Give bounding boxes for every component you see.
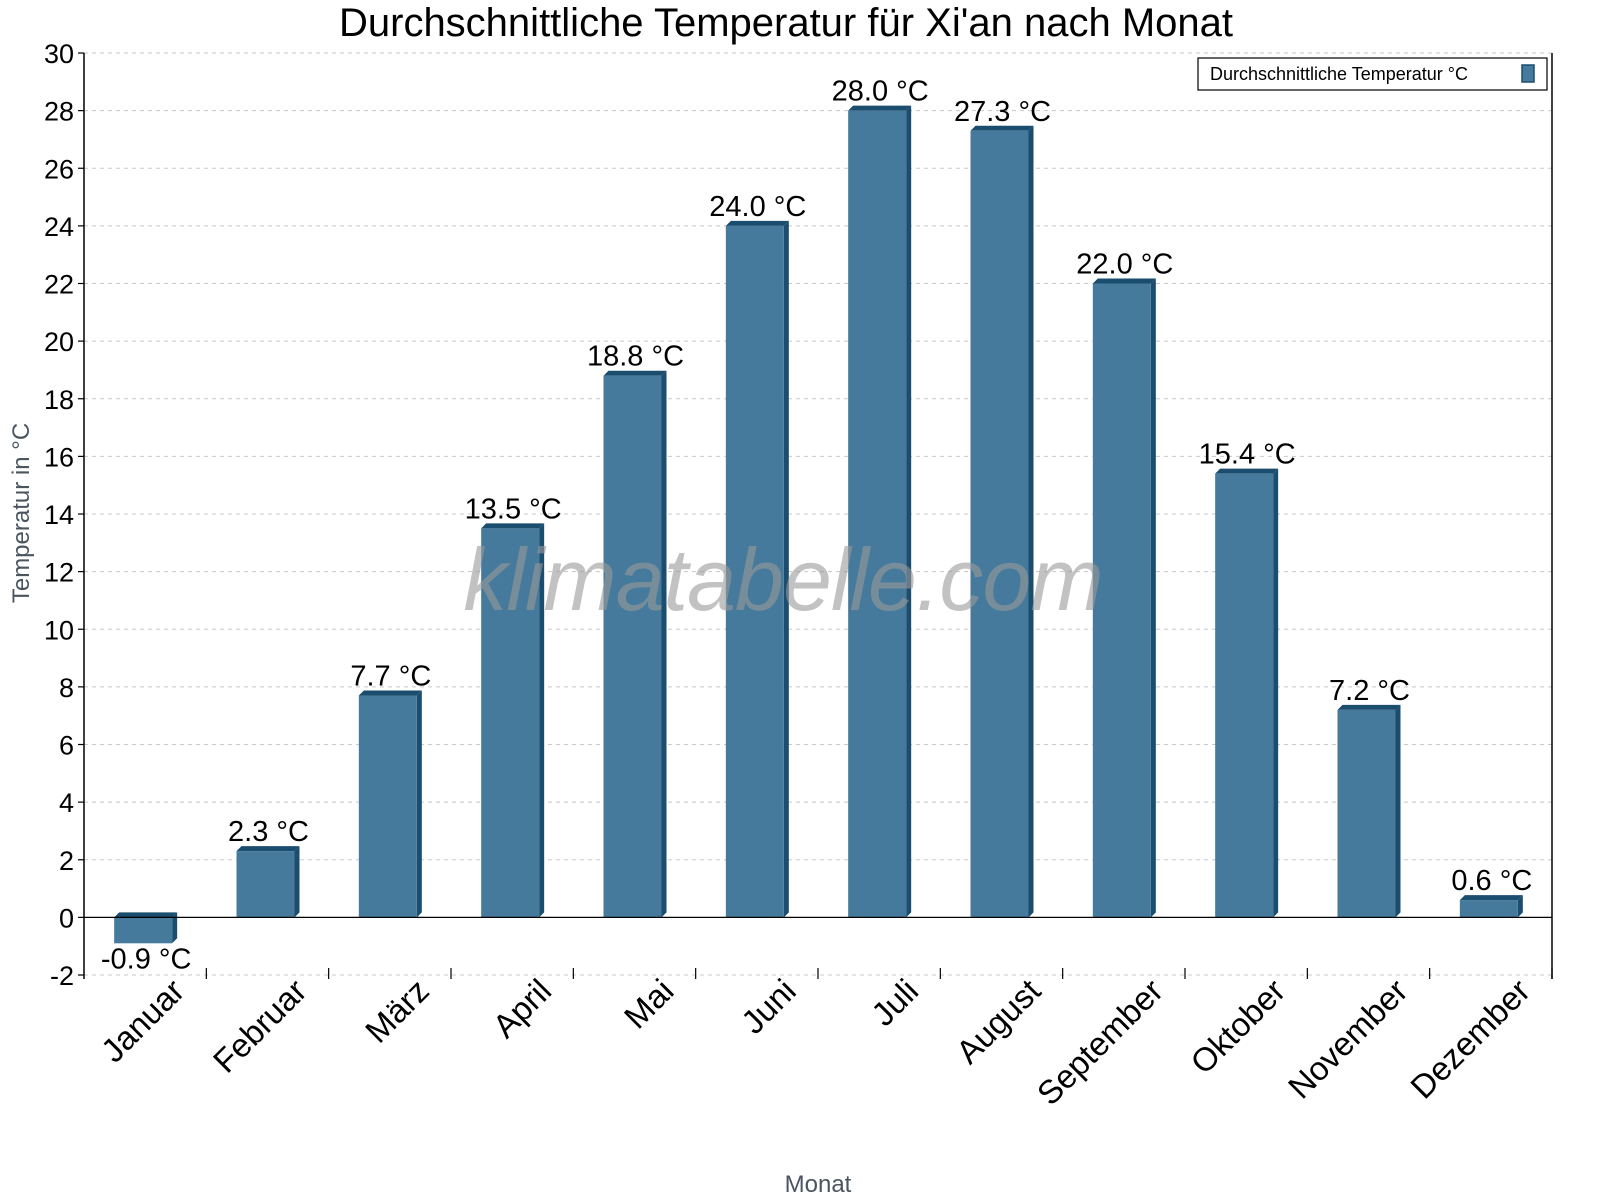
y-tick-label: 18	[44, 385, 74, 415]
value-labels: -0.9 °C 2.3 °C 7.7 °C 13.5 °C 18.8 °C 24.0 °C…	[101, 76, 1532, 976]
value-label: 7.7 °C	[350, 661, 431, 693]
x-tick-label: März	[358, 972, 436, 1050]
value-label: 15.4 °C	[1199, 439, 1296, 471]
y-tick-label: 14	[44, 500, 74, 530]
y-tick-label: 4	[59, 788, 74, 818]
bar-august	[970, 125, 1034, 918]
y-tick-label: 30	[44, 39, 74, 69]
value-label: 27.3 °C	[954, 96, 1051, 128]
value-label: 18.8 °C	[587, 341, 684, 373]
x-axis-ticks: Januar Februar März April Mai Juni Juli AugustS…	[94, 968, 1553, 1112]
y-tick-label: 26	[44, 154, 74, 184]
bar-april	[481, 523, 545, 918]
watermark: klimatabelle.com	[463, 530, 1102, 629]
y-axis-title: Temperatur in °C	[8, 423, 35, 603]
bar-juli	[848, 105, 912, 918]
x-tick-label: August	[949, 972, 1048, 1071]
x-tick-label: Februar	[206, 972, 314, 1080]
value-label: 24.0 °C	[709, 191, 806, 223]
value-label: 28.0 °C	[832, 76, 929, 108]
y-tick-label: 10	[44, 615, 74, 645]
value-label: -0.9 °C	[101, 943, 192, 975]
bar-series	[114, 105, 1523, 944]
value-label: 2.3 °C	[228, 816, 309, 848]
axes	[83, 53, 1553, 979]
x-tick-label: September	[1030, 972, 1170, 1112]
legend-swatch	[1521, 64, 1535, 83]
x-tick-label: Mai	[617, 972, 681, 1036]
bar-februar	[236, 846, 300, 918]
y-tick-label: -2	[50, 961, 74, 991]
y-tick-label: 0	[59, 903, 74, 933]
y-tick-label: 12	[44, 558, 74, 588]
bar-september	[1092, 278, 1156, 918]
x-tick-label: April	[485, 972, 558, 1045]
y-tick-label: 24	[44, 212, 74, 242]
chart-title: Durchschnittliche Temperatur für Xi'an n…	[339, 1, 1233, 45]
value-label: 22.0 °C	[1076, 249, 1173, 281]
bar-oktober	[1215, 468, 1279, 918]
x-tick-label: Dezember	[1403, 972, 1537, 1106]
y-tick-label: 2	[59, 846, 74, 876]
y-tick-label: 20	[44, 327, 74, 357]
legend-box	[1197, 57, 1548, 91]
x-tick-label: Oktober	[1183, 972, 1292, 1081]
bar-november	[1337, 704, 1401, 918]
x-tick-label: Juli	[864, 972, 925, 1033]
legend: Durchschnittliche Temperatur °C	[1197, 57, 1548, 91]
y-tick-label: 28	[44, 97, 74, 127]
y-tick-label: 22	[44, 270, 74, 300]
value-label: 0.6 °C	[1451, 865, 1532, 897]
x-tick-label: November	[1281, 972, 1415, 1106]
bar-märz	[358, 690, 422, 918]
y-tick-label: 16	[44, 442, 74, 472]
legend-label: Durchschnittliche Temperatur °C	[1210, 64, 1468, 84]
y-tick-label: 8	[59, 673, 74, 703]
bar-dezember	[1459, 895, 1523, 918]
bar-januar	[114, 912, 178, 944]
x-axis-title: Monat	[785, 1171, 852, 1198]
bar-mai	[603, 370, 667, 918]
y-tick-label: 6	[59, 731, 74, 761]
x-tick-label: Juni	[734, 972, 803, 1041]
value-label: 7.2 °C	[1329, 675, 1410, 707]
x-tick-label: Januar	[94, 972, 192, 1070]
value-label: 13.5 °C	[465, 493, 562, 525]
bar-juni	[725, 220, 789, 918]
